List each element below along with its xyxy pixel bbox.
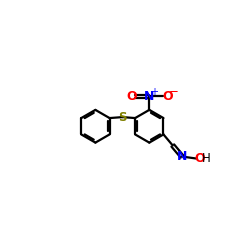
Text: +: + <box>150 87 158 97</box>
Text: −: − <box>169 84 179 98</box>
Text: S: S <box>118 110 126 124</box>
Text: O: O <box>162 90 173 103</box>
Text: H: H <box>202 152 210 165</box>
Text: N: N <box>177 150 187 163</box>
Text: N: N <box>144 90 154 103</box>
Text: O: O <box>195 152 205 165</box>
Text: O: O <box>126 90 136 103</box>
